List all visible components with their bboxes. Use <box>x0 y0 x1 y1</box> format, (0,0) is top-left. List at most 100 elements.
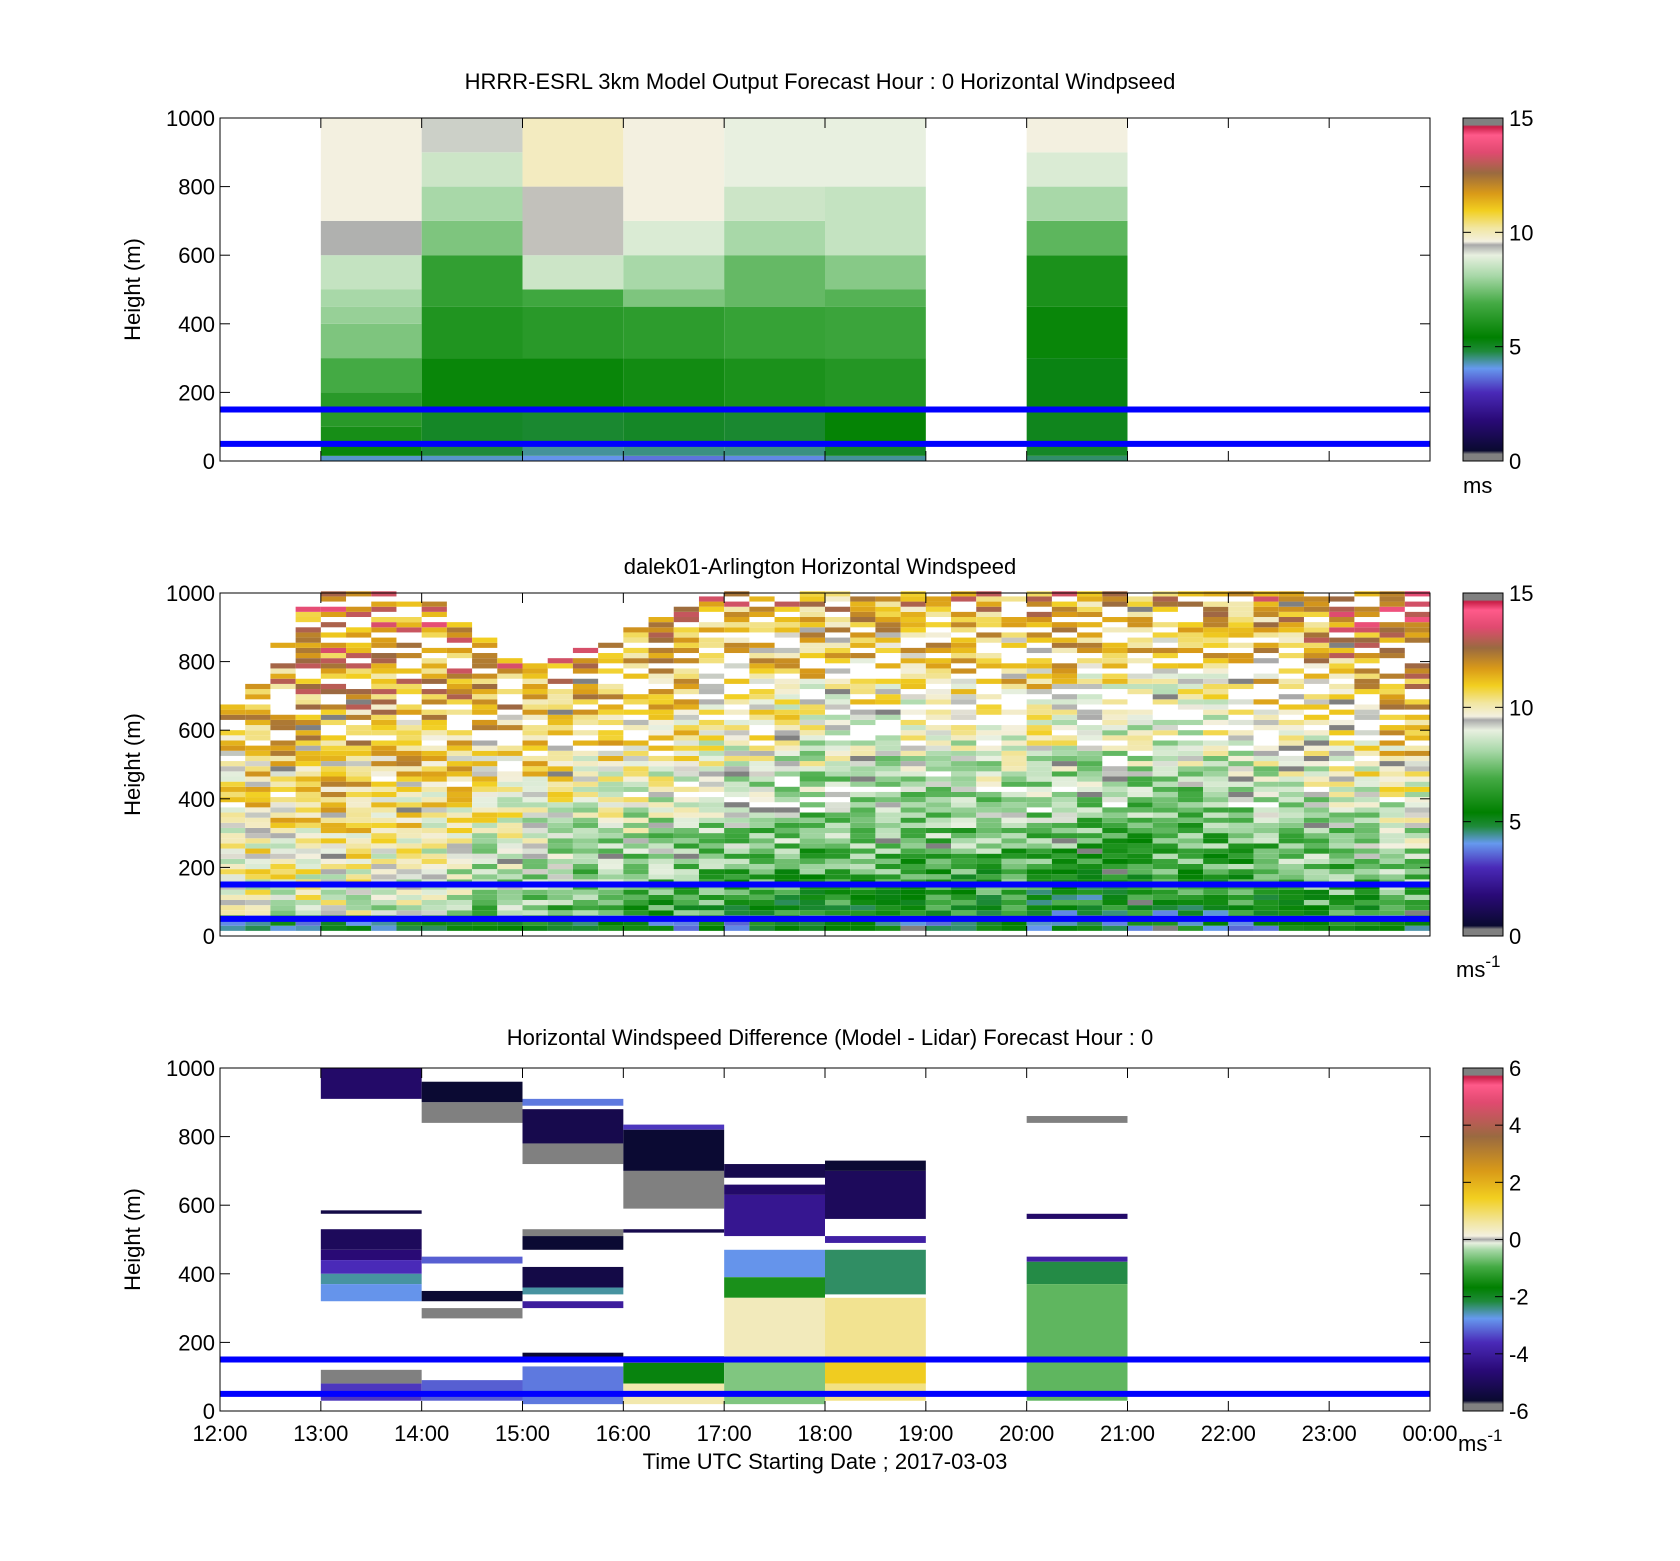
lidar-cell <box>774 750 800 756</box>
lidar-cell <box>724 889 750 895</box>
lidar-cell <box>951 786 977 792</box>
lidar-cell <box>572 910 599 916</box>
lidar-cell <box>1228 719 1254 726</box>
lidar-cell <box>1278 812 1304 818</box>
lidar-cell <box>1102 714 1128 720</box>
lidar-cell <box>698 797 725 803</box>
lidar-cell <box>1152 719 1178 726</box>
lidar-cell <box>522 874 548 880</box>
lidar-cell <box>1203 812 1229 818</box>
lidar-cell <box>1203 719 1229 726</box>
difference-xtick-label: 13:00 <box>293 1421 348 1446</box>
lidar-cell <box>270 663 296 669</box>
lidar-cell <box>648 863 674 870</box>
lidar-cell <box>900 653 926 659</box>
lidar-cell <box>1051 766 1078 772</box>
lidar-cell <box>850 920 876 926</box>
lidar-cell <box>446 920 473 926</box>
lidar-cell <box>1278 776 1304 782</box>
lidar-cell <box>799 714 825 720</box>
lidar-cell <box>1379 637 1405 643</box>
difference-cell <box>320 1369 422 1384</box>
lidar-cell <box>976 874 1002 880</box>
lidar-cell <box>1303 627 1330 633</box>
lidar-cell <box>547 817 573 823</box>
lidar-cell <box>547 853 573 859</box>
lidar-cell <box>446 827 473 834</box>
lidar-cell <box>497 658 523 664</box>
lidar-cell <box>799 766 825 772</box>
lidar-cell <box>1303 858 1330 864</box>
lidar-cell <box>320 719 347 726</box>
lidar-cell <box>1203 704 1229 710</box>
lidar-cell <box>1354 781 1380 787</box>
lidar-cell <box>623 709 649 715</box>
lidar-cell <box>1228 925 1254 931</box>
lidar-cell <box>1026 668 1052 674</box>
lidar-cell <box>673 817 699 823</box>
lidar-cell <box>396 833 422 839</box>
lidar-cell <box>749 899 775 906</box>
lidar-cell <box>1102 596 1128 602</box>
lidar-cell <box>320 833 347 839</box>
lidar-cell <box>547 848 573 854</box>
lidar-cell <box>875 869 901 875</box>
lidar-cell <box>1177 622 1204 628</box>
lidar-cell <box>1253 761 1279 767</box>
lidar-cell <box>1026 874 1052 880</box>
lidar-cell <box>900 863 926 870</box>
lidar-cell <box>925 622 952 628</box>
lidar-cell <box>799 622 825 628</box>
lidar-cell <box>1303 632 1330 638</box>
lidar-cell <box>774 812 800 818</box>
lidar-cell <box>825 812 851 818</box>
lidar-cell <box>1303 894 1330 900</box>
lidar-cell <box>648 910 674 916</box>
lidar-cell <box>1228 869 1254 875</box>
model-cell <box>522 289 624 307</box>
lidar-cell <box>1177 632 1204 638</box>
lidar-cell <box>951 925 977 931</box>
lidar-cell <box>900 668 926 674</box>
lidar-ylabel: Height (m) <box>120 713 145 816</box>
difference-cell <box>522 1236 624 1250</box>
lidar-cell <box>346 750 372 756</box>
lidar-cell <box>875 637 901 643</box>
lidar-cell <box>295 822 321 828</box>
lidar-cell <box>1404 858 1430 864</box>
lidar-cell <box>724 601 750 607</box>
lidar-cell <box>1127 889 1153 895</box>
lidar-cell <box>1077 647 1103 654</box>
lidar-cell <box>598 735 624 741</box>
lidar-cell <box>1278 797 1304 803</box>
lidar-cell <box>396 755 422 762</box>
lidar-cell <box>850 817 876 823</box>
lidar-cell <box>875 920 901 926</box>
lidar-cell <box>598 714 624 720</box>
lidar-cell <box>295 889 321 895</box>
lidar-cell <box>1001 858 1027 864</box>
lidar-cell <box>1026 709 1052 715</box>
lidar-cell <box>598 848 624 854</box>
lidar-cell <box>1051 601 1078 607</box>
lidar-cell <box>1278 632 1304 638</box>
lidar-cell <box>673 920 699 926</box>
lidar-cell <box>1152 817 1178 823</box>
lidar-cell <box>346 766 372 772</box>
lidar-cell <box>320 791 347 798</box>
lidar-cell <box>1127 899 1153 906</box>
lidar-cell <box>1404 863 1430 870</box>
model-cell <box>421 409 523 444</box>
lidar-cell <box>1354 683 1380 690</box>
lidar-cell <box>1228 740 1254 746</box>
lidar-cell <box>1278 627 1304 633</box>
lidar-cell <box>396 735 422 741</box>
lidar-cell <box>446 786 473 792</box>
lidar-cell <box>1354 822 1380 828</box>
lidar-cell <box>1379 812 1405 818</box>
lidar-cell <box>774 740 800 746</box>
model-cell <box>724 220 825 256</box>
lidar-cell <box>1228 910 1254 916</box>
lidar-cell <box>749 797 775 803</box>
lidar-cell <box>472 858 498 864</box>
